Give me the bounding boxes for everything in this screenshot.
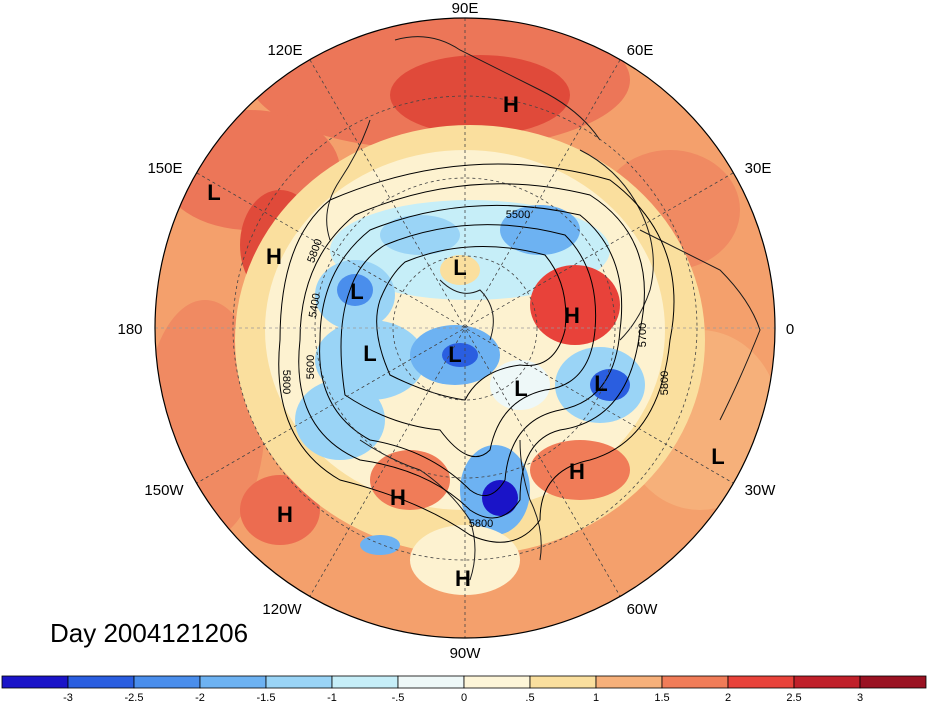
colorbar-boxes: [1, 675, 927, 689]
colorbar-tick-label: -1: [327, 692, 337, 702]
contour-label: 5600: [305, 355, 317, 379]
colorbar-box: [265, 675, 333, 689]
pressure-center-label: H: [455, 566, 471, 591]
contour-label: 5700: [637, 323, 649, 347]
colorbar-box: [529, 675, 597, 689]
pressure-center-label: L: [207, 180, 220, 205]
colorbar-tick-label: 2.5: [786, 692, 801, 702]
contour-label: 5800: [469, 518, 493, 530]
lon-label: 120E: [267, 42, 302, 59]
polar-map: 90E 60E 30E 0 30W 60W 90W 120W 150W 180 …: [117, 0, 794, 662]
colorbar-tick-label: 3: [857, 692, 863, 702]
contour-label: 5800: [280, 370, 292, 394]
colorbar-tick-label: -.5: [392, 692, 405, 702]
colorbar-box: [727, 675, 795, 689]
colorbar-tick-label: 1.5: [654, 692, 669, 702]
colorbar-tick-label: 2: [725, 692, 731, 702]
lon-label: 60E: [627, 42, 654, 59]
lon-label: 30W: [745, 482, 777, 499]
colorbar-box: [67, 675, 135, 689]
colorbar-tick-label: 0: [461, 692, 467, 702]
colorbar-box: [331, 675, 399, 689]
pressure-center-label: L: [350, 279, 363, 304]
colorbar-tick-label: -3: [63, 692, 73, 702]
pressure-center-label: H: [503, 92, 519, 117]
pressure-center-label: H: [266, 244, 282, 269]
pressure-center-label: L: [453, 255, 466, 280]
pressure-center-label: L: [514, 376, 527, 401]
colorbar-box: [595, 675, 663, 689]
pressure-center-label: L: [594, 371, 607, 396]
graticule: [155, 18, 775, 638]
pressure-center-label: H: [564, 303, 580, 328]
contour-label: 5800: [659, 371, 671, 395]
lon-label: 30E: [745, 160, 772, 177]
height-contours: [278, 163, 675, 543]
lon-label: 150W: [144, 482, 184, 499]
anomaly-field: [155, 18, 775, 638]
pressure-center-label: H: [390, 485, 406, 510]
pressure-center-label: L: [448, 342, 461, 367]
colorbar-box: [661, 675, 729, 689]
pressure-center-label: H: [569, 459, 585, 484]
contour-label: 5400: [307, 292, 323, 318]
colorbar-tick-label: -2: [195, 692, 205, 702]
colorbar-tick-label: -2.5: [125, 692, 144, 702]
lon-label: 180: [117, 321, 142, 338]
colorbar-box: [133, 675, 201, 689]
lon-label: 90E: [452, 0, 479, 17]
map-border: [154, 17, 776, 639]
pressure-center-label: L: [363, 341, 376, 366]
colorbar-box: [397, 675, 465, 689]
colorbar-box: [463, 675, 531, 689]
pressure-center-label: H: [277, 502, 293, 527]
colorbar-tick-label: 1: [593, 692, 599, 702]
lon-label: 60W: [627, 601, 659, 618]
colorbar-box: [859, 675, 927, 689]
lon-label: 120W: [262, 601, 302, 618]
lon-label: 90W: [450, 645, 482, 662]
pressure-centers: H L H L L L L H L L H L H H H: [207, 92, 724, 591]
lon-label: 150E: [147, 160, 182, 177]
contour-label: 5500: [506, 209, 530, 221]
colorbar-tick-label: -1.5: [257, 692, 276, 702]
colorbar-box: [1, 675, 69, 689]
colorbar-tick-label: .5: [525, 692, 534, 702]
colorbar-box: [199, 675, 267, 689]
pressure-center-label: L: [711, 444, 724, 469]
longitude-labels: 90E 60E 30E 0 30W 60W 90W 120W 150W 180 …: [117, 0, 794, 662]
colorbar: -3 -2.5 -2 -1.5 -1 -.5 0 .5 1 1.5 2 2.5 3: [1, 675, 927, 702]
lon-label: 0: [786, 321, 794, 338]
colorbar-ticks: -3 -2.5 -2 -1.5 -1 -.5 0 .5 1 1.5 2 2.5 3: [63, 692, 863, 702]
map-title: Day 2004121206: [50, 618, 249, 648]
colorbar-box: [793, 675, 861, 689]
